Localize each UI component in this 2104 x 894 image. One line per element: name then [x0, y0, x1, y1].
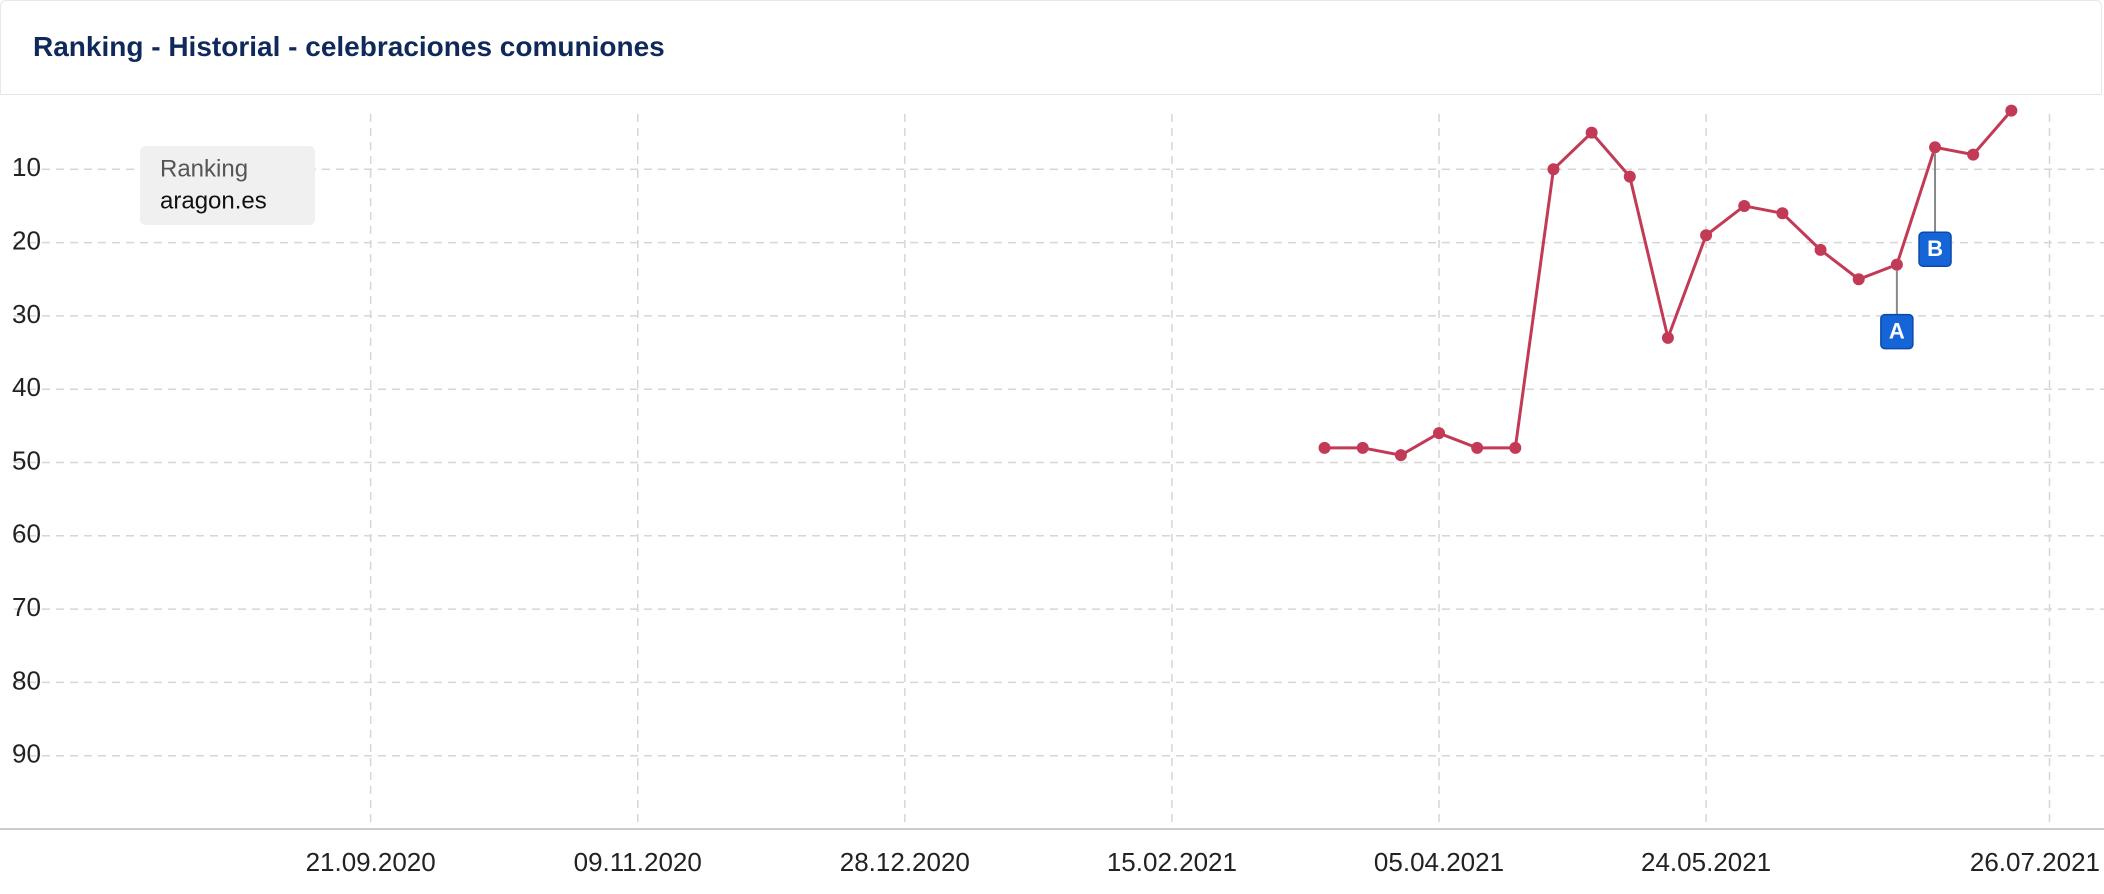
- data-point: [1471, 441, 1484, 454]
- legend: Ranking aragon.es: [140, 146, 315, 225]
- legend-title: Ranking: [160, 155, 248, 182]
- y-tick-label: 70: [12, 592, 41, 622]
- x-tick-label: 24.05.2021: [1641, 847, 1771, 877]
- data-point: [1433, 427, 1446, 440]
- data-point: [1929, 141, 1942, 154]
- data-point: [1623, 170, 1636, 183]
- data-point: [1738, 199, 1751, 212]
- data-point: [1509, 441, 1522, 454]
- data-point: [1776, 207, 1789, 220]
- data-point: [1967, 148, 1980, 161]
- y-tick-label: 80: [12, 665, 41, 695]
- data-point: [1661, 331, 1674, 344]
- y-tick-label: 30: [12, 299, 41, 329]
- x-tick-label: 09.11.2020: [574, 847, 702, 877]
- data-point: [1394, 449, 1407, 462]
- data-point: [1356, 441, 1369, 454]
- annotation-flag[interactable]: [1918, 231, 1952, 268]
- chart-title: Ranking - Historial - celebraciones comu…: [33, 31, 665, 62]
- data-point: [2005, 104, 2018, 117]
- data-point: [1890, 258, 1903, 271]
- data-point: [1814, 243, 1827, 256]
- data-point: [1700, 229, 1713, 242]
- x-tick-label: 21.09.2020: [306, 847, 436, 877]
- x-tick-label: 26.07.2021: [1970, 847, 2100, 877]
- x-tick-label: 28.12.2020: [840, 847, 970, 877]
- data-point: [1852, 273, 1865, 286]
- data-point: [1318, 441, 1331, 454]
- panel-header: Ranking - Historial - celebraciones comu…: [0, 0, 2102, 95]
- x-tick-label: 05.04.2021: [1374, 847, 1504, 877]
- y-tick-label: 20: [12, 225, 41, 255]
- y-tick-label: 50: [12, 445, 41, 475]
- annotation-flag[interactable]: [1880, 313, 1914, 350]
- y-tick-label: 60: [12, 519, 41, 549]
- annotation-label: A: [1889, 318, 1905, 343]
- legend-box: [140, 146, 315, 225]
- data-point: [1547, 163, 1560, 176]
- legend-entry: aragon.es: [160, 187, 267, 214]
- x-tick-label: 15.02.2021: [1107, 847, 1237, 877]
- annotation-label: B: [1927, 236, 1943, 261]
- y-tick-label: 90: [12, 739, 41, 769]
- y-tick-label: 10: [12, 152, 41, 182]
- data-point: [1585, 126, 1598, 139]
- y-tick-label: 40: [12, 372, 41, 402]
- series-line: [1324, 109, 2013, 457]
